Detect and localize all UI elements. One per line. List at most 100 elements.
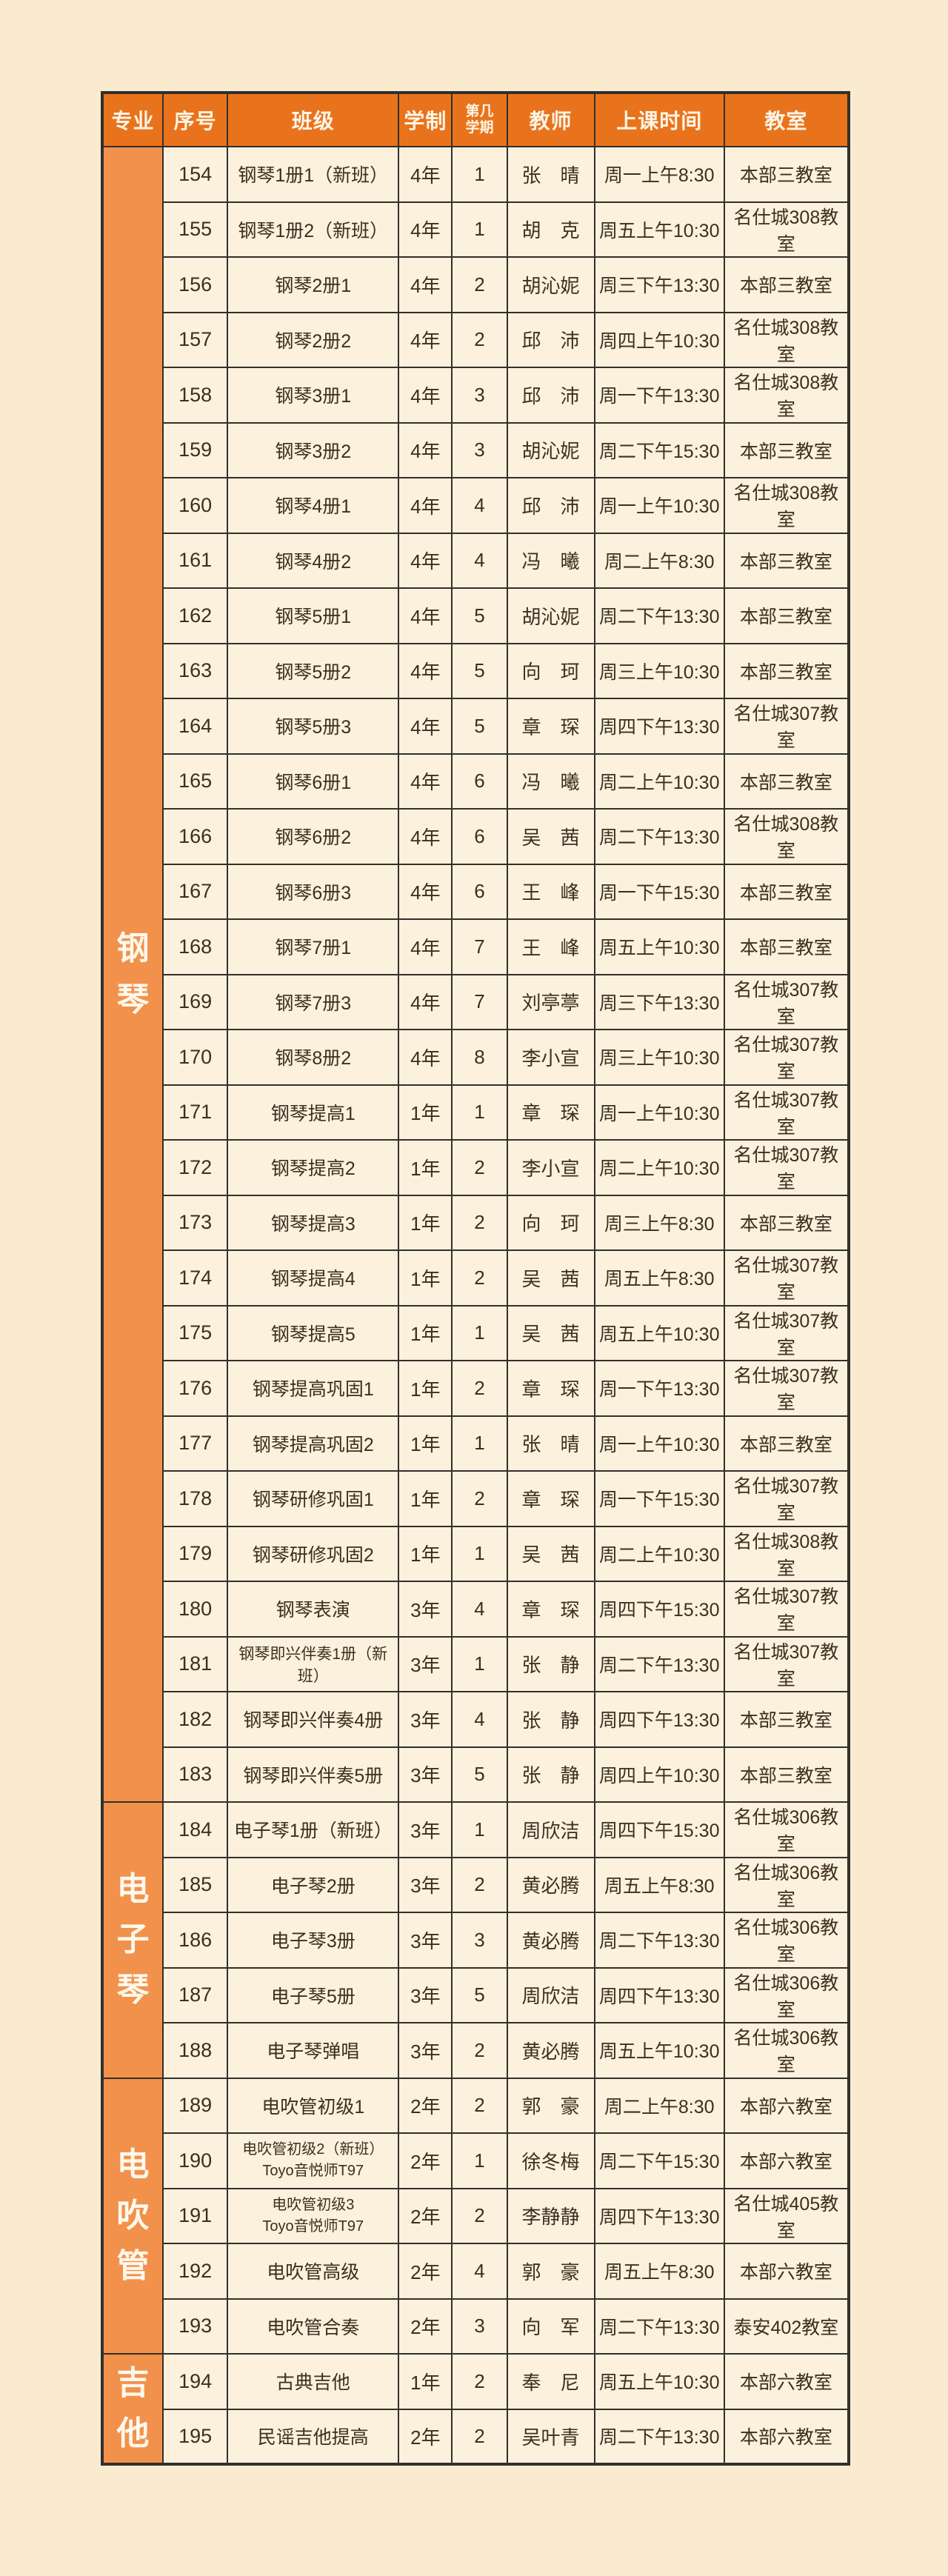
- cell-class: 钢琴5册3: [227, 698, 400, 755]
- cell-teacher: 李小宣: [506, 1139, 595, 1196]
- cell-class: 钢琴5册2: [227, 642, 400, 699]
- cell-no: 157: [162, 311, 229, 368]
- table-row: 173 钢琴提高3 1年 2 向 珂周三上午8:30 本部三教室: [102, 1194, 850, 1251]
- cell-duration: 4年: [398, 421, 453, 478]
- cell-class: 电子琴3册: [227, 1912, 400, 1969]
- cell-class: 钢琴提高2: [227, 1139, 400, 1196]
- cell-duration: 3年: [398, 1635, 453, 1692]
- cell-room: 名仕城307教室: [723, 1084, 850, 1141]
- cell-no: 185: [162, 1856, 229, 1913]
- cell-class: 钢琴6册3: [227, 863, 400, 920]
- cell-duration: 3年: [398, 2022, 453, 2079]
- cell-time: 周二下午13:30: [593, 808, 725, 865]
- cell-duration: 1年: [398, 1084, 453, 1141]
- cell-teacher: 胡 克: [506, 201, 595, 258]
- table-row: 166 钢琴6册2 4年 6 吴 茜周二下午13:30 名仕城308教室: [102, 808, 850, 865]
- cell-no: 171: [162, 1084, 229, 1141]
- cell-semester: 4: [451, 477, 508, 534]
- cell-time: 周三下午13:30: [593, 973, 725, 1030]
- cell-semester: 3: [451, 421, 508, 478]
- table-row: 158 钢琴3册1 4年 3 邱 沛周一下午13:30 名仕城308教室: [102, 367, 850, 424]
- cell-time: 周四上午10:30: [593, 311, 725, 368]
- cell-room: 名仕城307教室: [723, 1249, 850, 1307]
- table-row: 183 钢琴即兴伴奏5册 3年 5 张 静周四上午10:30 本部三教室: [102, 1746, 850, 1803]
- cell-room: 本部三教室: [723, 1746, 850, 1803]
- cell-duration: 4年: [398, 477, 453, 534]
- table-row: 177 钢琴提高巩固2 1年 1 张 晴周一上午10:30 本部三教室: [102, 1415, 850, 1472]
- cell-duration: 4年: [398, 973, 453, 1030]
- cell-semester: 1: [451, 201, 508, 258]
- cell-no: 154: [162, 146, 229, 203]
- cell-time: 周四下午13:30: [593, 1966, 725, 2023]
- cell-time: 周二上午8:30: [593, 532, 725, 589]
- cell-duration: 2年: [398, 2132, 453, 2189]
- table-row: 钢 琴 154 钢琴1册1（新班） 4年 1 张 晴周一上午8:30 本部三教室: [101, 146, 850, 1803]
- table-row: 176 钢琴提高巩固1 1年 2 章 琛周一下午13:30 名仕城307教室: [102, 1360, 850, 1417]
- cell-class: 钢琴1册2（新班）: [227, 201, 400, 258]
- header-duration: 学制: [398, 92, 453, 147]
- cell-duration: 4年: [398, 642, 453, 699]
- cell-teacher: 冯 曦: [506, 532, 595, 589]
- table-row: 180 钢琴表演 3年 4 章 琛周四下午15:30 名仕城307教室: [102, 1581, 850, 1638]
- cell-no: 156: [162, 256, 229, 313]
- cell-time: 周四上午10:30: [593, 1746, 725, 1803]
- cell-class: 钢琴提高3: [227, 1194, 400, 1251]
- table-row: 161 钢琴4册2 4年 4 冯 曦周二上午8:30 本部三教室: [102, 532, 850, 589]
- cell-semester: 1: [451, 146, 508, 203]
- cell-no: 184: [162, 1801, 229, 1858]
- cell-class: 钢琴提高4: [227, 1249, 400, 1307]
- cell-class: 钢琴4册2: [227, 532, 400, 589]
- cell-room: 本部三教室: [723, 587, 850, 644]
- cell-semester: 2: [451, 1139, 508, 1196]
- cell-class: 钢琴即兴伴奏5册: [227, 1746, 400, 1803]
- table-row: 175 钢琴提高5 1年 1 吴 茜周五上午10:30 名仕城307教室: [102, 1304, 850, 1361]
- cell-no: 181: [162, 1635, 229, 1692]
- cell-room: 名仕城306教室: [723, 1856, 850, 1913]
- cell-room: 名仕城307教室: [723, 1581, 850, 1638]
- cell-class: 钢琴提高巩固1: [227, 1360, 400, 1417]
- cell-room: 本部三教室: [723, 918, 850, 975]
- cell-time: 周四下午15:30: [593, 1801, 725, 1858]
- cell-semester: 1: [451, 1415, 508, 1472]
- header-semester: 第几 学期: [451, 92, 508, 147]
- cell-semester: 1: [451, 1635, 508, 1692]
- cell-time: 周四下午15:30: [593, 1581, 725, 1638]
- cell-time: 周五上午10:30: [593, 2353, 725, 2410]
- cell-teacher: 胡沁妮: [506, 421, 595, 478]
- cell-semester: 2: [451, 2077, 508, 2134]
- table-row: 157 钢琴2册2 4年 2 邱 沛周四上午10:30 名仕城308教室: [102, 311, 850, 368]
- cell-duration: 1年: [398, 1249, 453, 1307]
- cell-no: 179: [162, 1525, 229, 1582]
- header-major: 专业: [101, 92, 164, 147]
- cell-class: 钢琴3册2: [227, 421, 400, 478]
- cell-room: 本部六教室: [723, 2132, 850, 2189]
- cell-duration: 4年: [398, 256, 453, 313]
- cell-duration: 4年: [398, 1029, 453, 1086]
- cell-semester: 2: [451, 1360, 508, 1417]
- cell-class: 电吹管初级1: [227, 2077, 400, 2134]
- cell-teacher: 邱 沛: [506, 477, 595, 534]
- cell-duration: 3年: [398, 1912, 453, 1969]
- cell-teacher: 张 晴: [506, 1415, 595, 1472]
- cell-class: 钢琴提高5: [227, 1304, 400, 1361]
- cell-semester: 4: [451, 1691, 508, 1748]
- cell-room: 本部六教室: [723, 2243, 850, 2300]
- cell-duration: 2年: [398, 2187, 453, 2244]
- cell-no: 163: [162, 642, 229, 699]
- cell-teacher: 王 峰: [506, 918, 595, 975]
- cell-no: 170: [162, 1029, 229, 1086]
- cell-class: 钢琴1册1（新班）: [227, 146, 400, 203]
- cell-semester: 1: [451, 1304, 508, 1361]
- cell-semester: 3: [451, 367, 508, 424]
- cell-room: 名仕城405教室: [723, 2187, 850, 2244]
- cell-time: 周五上午8:30: [593, 1249, 725, 1307]
- cell-time: 周二下午15:30: [593, 2132, 725, 2189]
- table-row: 178 钢琴研修巩固1 1年 2 章 琛周一下午15:30 名仕城307教室: [102, 1470, 850, 1527]
- cell-no: 183: [162, 1746, 229, 1803]
- cell-duration: 1年: [398, 1194, 453, 1251]
- cell-duration: 4年: [398, 311, 453, 368]
- table-header: 专业 序号 班级 学制 第几 学期 教师 上课时间 教室: [101, 92, 850, 147]
- table-row: 电 子 琴 184 电子琴1册（新班） 3年 1 周欣洁 周四下午15:30 名仕城306教室: [101, 1801, 850, 2079]
- cell-room: 本部三教室: [723, 1194, 850, 1251]
- cell-duration: 4年: [398, 201, 453, 258]
